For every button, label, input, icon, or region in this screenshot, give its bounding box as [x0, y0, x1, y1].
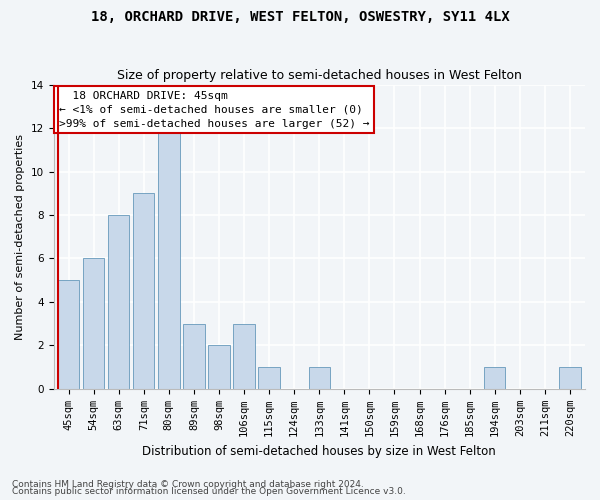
- Title: Size of property relative to semi-detached houses in West Felton: Size of property relative to semi-detach…: [117, 69, 522, 82]
- Text: 18, ORCHARD DRIVE, WEST FELTON, OSWESTRY, SY11 4LX: 18, ORCHARD DRIVE, WEST FELTON, OSWESTRY…: [91, 10, 509, 24]
- Bar: [208, 346, 230, 389]
- Bar: [259, 367, 280, 389]
- Bar: [308, 367, 330, 389]
- Y-axis label: Number of semi-detached properties: Number of semi-detached properties: [15, 134, 25, 340]
- Bar: [183, 324, 205, 389]
- Text: Contains public sector information licensed under the Open Government Licence v3: Contains public sector information licen…: [12, 487, 406, 496]
- Bar: [83, 258, 104, 389]
- Bar: [58, 280, 79, 389]
- X-axis label: Distribution of semi-detached houses by size in West Felton: Distribution of semi-detached houses by …: [142, 444, 496, 458]
- Bar: [108, 215, 130, 389]
- Text: Contains HM Land Registry data © Crown copyright and database right 2024.: Contains HM Land Registry data © Crown c…: [12, 480, 364, 489]
- Bar: [484, 367, 505, 389]
- Bar: [133, 194, 154, 389]
- Bar: [158, 128, 179, 389]
- Bar: [233, 324, 255, 389]
- Bar: [559, 367, 581, 389]
- Text: 18 ORCHARD DRIVE: 45sqm  
← <1% of semi-detached houses are smaller (0)
>99% of : 18 ORCHARD DRIVE: 45sqm ← <1% of semi-de…: [59, 90, 370, 128]
